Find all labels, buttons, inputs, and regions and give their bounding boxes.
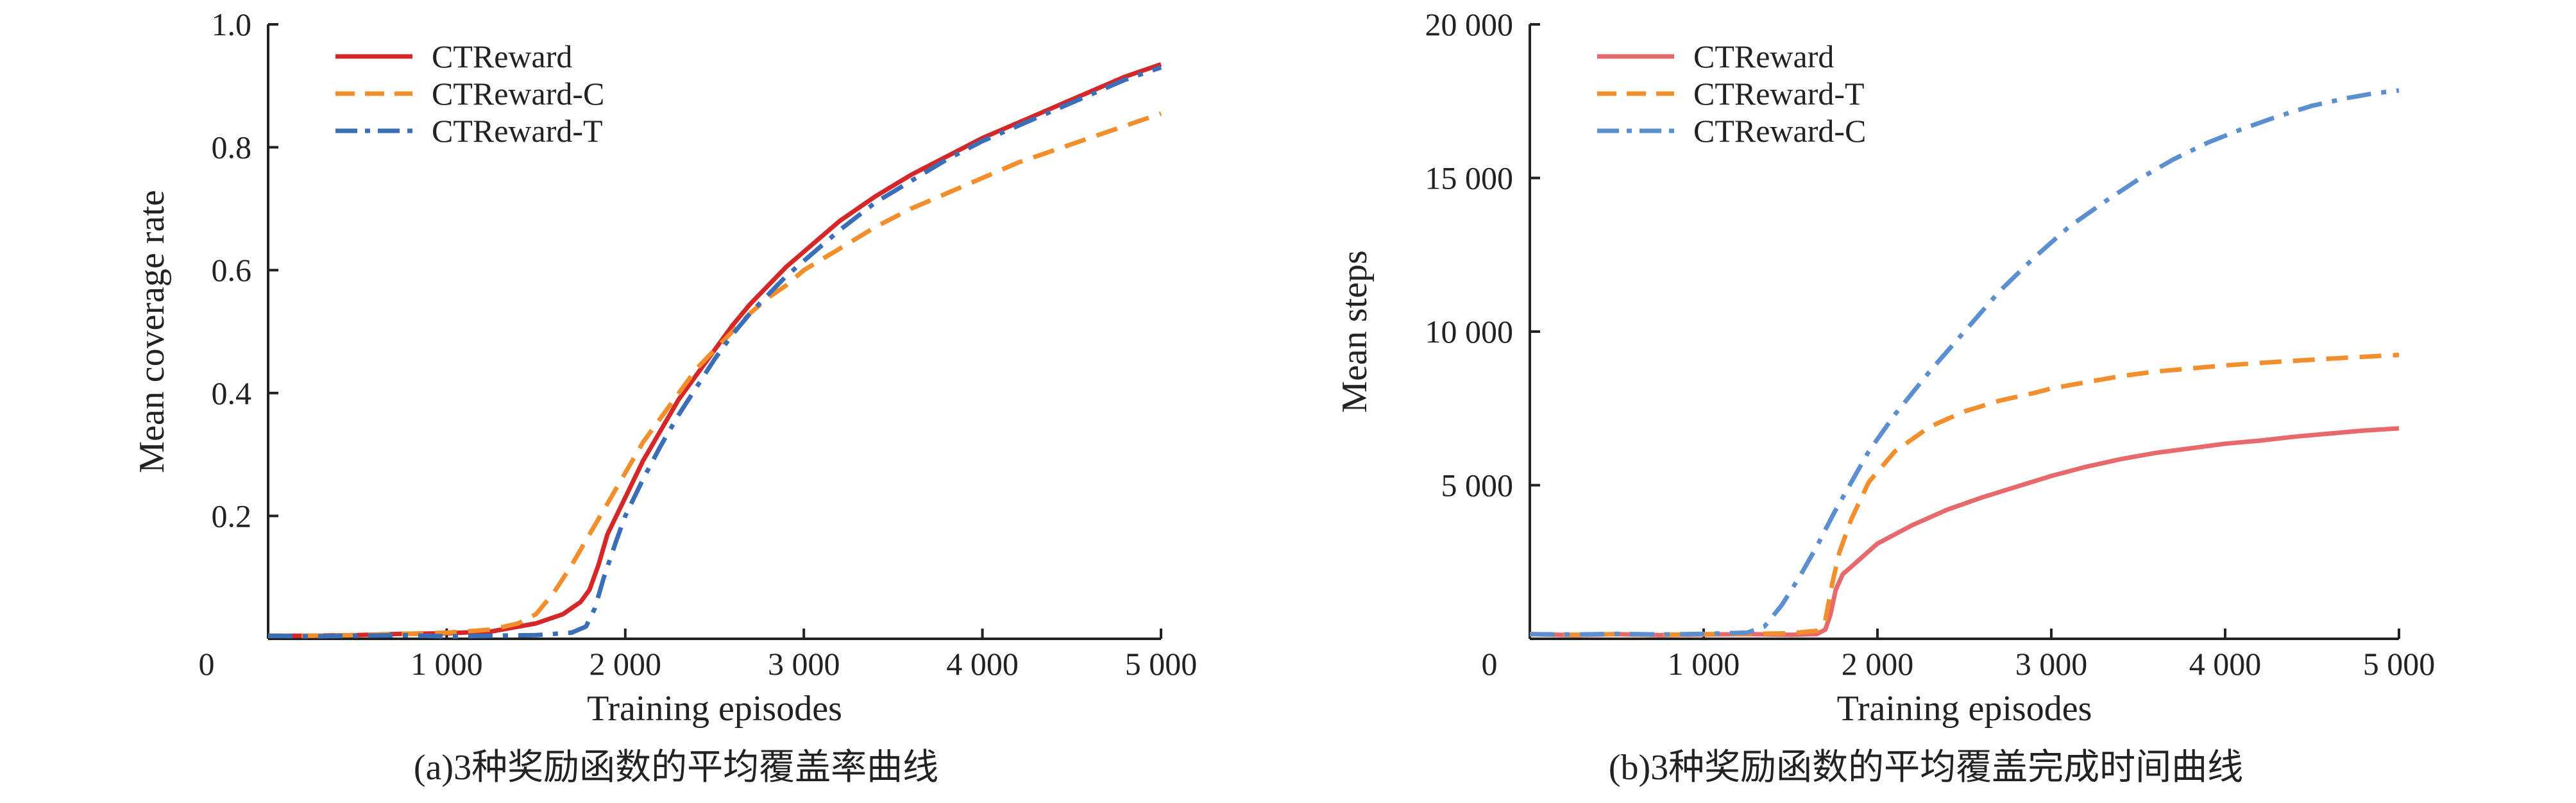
x-tick-label: 1 000 <box>1668 646 1740 682</box>
x-tick-label: 4 000 <box>2189 646 2262 682</box>
series-line-ctreward-t <box>1529 352 2400 638</box>
y-tick-label: 10 000 <box>1425 314 1514 350</box>
series-line-ctreward-c <box>268 111 1162 638</box>
x-tick-label: 0 <box>1482 646 1498 682</box>
y-tick-label: 0.8 <box>212 130 252 165</box>
series-line-ctreward <box>268 62 1162 638</box>
panel-b-mean-steps: 0 1 000 2 000 3 000 4 000 5 000 5 000 10 000 15 … <box>1335 6 2435 788</box>
x-tick-label: 1 000 <box>411 646 483 682</box>
legend-label: CTReward-T <box>432 113 603 149</box>
series-line-ctreward-c <box>1529 88 2400 637</box>
x-tick-label: 2 000 <box>1842 646 1914 682</box>
y-tick-label: 5 000 <box>1441 468 1514 503</box>
x-tick-label: 2 000 <box>589 646 662 682</box>
x-tick-label: 3 000 <box>768 646 840 682</box>
legend-label: CTReward-T <box>1693 76 1865 112</box>
y-tick-label: 20 000 <box>1425 6 1514 42</box>
legend-label: CTReward-C <box>1693 113 1866 149</box>
panel-a-coverage-rate: 0 1 000 2 000 3 000 4 000 5 000 0.2 0.4 0.6 0.8 1.… <box>132 6 1197 788</box>
y-tick-label: 1.0 <box>212 6 252 42</box>
legend-label: CTReward <box>432 38 572 74</box>
x-tick-label: 0 <box>199 646 215 682</box>
x-axis-title: Training episodes <box>1837 689 2092 729</box>
y-axis-title: Mean coverage rate <box>132 190 172 473</box>
x-tick-label: 4 000 <box>946 646 1019 682</box>
series-line-ctreward-t <box>267 65 1162 639</box>
legend-label: CTReward <box>1693 38 1834 74</box>
y-axis-title: Mean steps <box>1335 250 1375 413</box>
x-axis-title: Training episodes <box>587 689 842 729</box>
figure-caption: (b)3种奖励函数的平均覆盖完成时间曲线 <box>1609 748 2243 788</box>
x-tick-label: 3 000 <box>2015 646 2088 682</box>
figure-caption: (a)3种奖励函数的平均覆盖率曲线 <box>414 748 938 788</box>
legend-label: CTReward-C <box>432 76 604 112</box>
y-tick-label: 0.2 <box>212 498 252 534</box>
y-tick-label: 0.4 <box>212 375 252 411</box>
y-tick-label: 15 000 <box>1425 160 1514 196</box>
x-tick-label: 5 000 <box>2363 646 2436 682</box>
x-tick-label: 5 000 <box>1125 646 1198 682</box>
series-line-ctreward <box>1529 426 2400 638</box>
y-tick-label: 0.6 <box>212 252 252 288</box>
